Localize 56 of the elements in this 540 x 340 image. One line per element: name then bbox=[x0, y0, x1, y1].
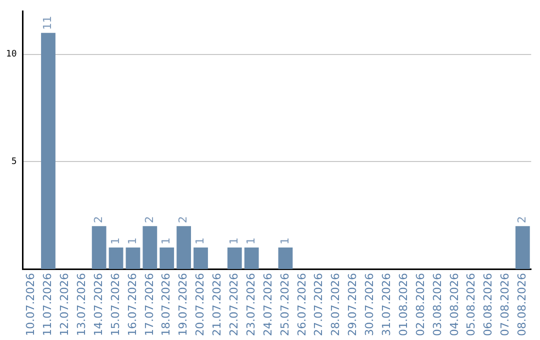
x-tick-label: 06.08.2026 bbox=[482, 273, 495, 336]
y-tick-label: 5 bbox=[11, 157, 17, 168]
y-tick-label: 10 bbox=[6, 50, 17, 60]
bar bbox=[108, 248, 124, 270]
x-tick-label: 19.07.2026 bbox=[176, 273, 190, 336]
x-tick-label: 21.07.2026 bbox=[210, 273, 224, 336]
x-tick-label: 08.08.2026 bbox=[516, 273, 529, 336]
data-label: 1 bbox=[194, 238, 207, 245]
data-label: 11 bbox=[41, 16, 54, 30]
x-tick-label: 24.07.2026 bbox=[261, 273, 274, 336]
data-label: 2 bbox=[92, 216, 105, 224]
bar bbox=[160, 248, 174, 270]
bar bbox=[92, 226, 106, 270]
x-tick-label: 30.07.2026 bbox=[363, 273, 376, 336]
x-tick-label: 27.07.2026 bbox=[312, 273, 326, 336]
x-tick-label: 18.07.2026 bbox=[160, 273, 173, 336]
bar bbox=[244, 248, 259, 270]
data-label: 1 bbox=[278, 238, 292, 245]
data-label: 2 bbox=[176, 216, 190, 224]
bar bbox=[142, 226, 158, 270]
x-tick-label: 03.08.2026 bbox=[430, 273, 444, 336]
bar bbox=[194, 248, 208, 270]
x-tick-label: 12.07.2026 bbox=[58, 273, 72, 336]
data-label: 2 bbox=[142, 216, 156, 224]
x-tick-label: 11.07.2026 bbox=[41, 273, 54, 336]
x-tick-label: 31.07.2026 bbox=[380, 273, 393, 336]
x-tick-label: 26.07.2026 bbox=[295, 273, 308, 336]
x-tick-label: 22.07.2026 bbox=[227, 273, 240, 336]
x-tick-label: 07.08.2026 bbox=[498, 273, 512, 336]
x-tick-label: 29.07.2026 bbox=[346, 273, 360, 336]
x-tick-label: 28.07.2026 bbox=[329, 273, 342, 336]
data-label: 2 bbox=[516, 216, 529, 224]
x-tick-label: 16.07.2026 bbox=[126, 273, 139, 336]
bar bbox=[41, 32, 56, 270]
data-label: 1 bbox=[108, 238, 122, 245]
x-tick-label: 25.07.2026 bbox=[278, 273, 292, 336]
x-tick-label: 15.07.2026 bbox=[108, 273, 122, 336]
x-tick-label: 14.07.2026 bbox=[92, 273, 105, 336]
x-tick-label: 05.08.2026 bbox=[464, 273, 478, 336]
x-tick-label: 17.07.2026 bbox=[142, 273, 156, 336]
bar bbox=[176, 226, 191, 270]
data-label: 1 bbox=[160, 238, 173, 245]
data-label: 1 bbox=[126, 238, 139, 245]
x-tick-label: 02.08.2026 bbox=[414, 273, 427, 336]
data-label: 1 bbox=[227, 238, 240, 245]
bar bbox=[515, 226, 530, 270]
bar bbox=[126, 248, 140, 270]
x-tick-label: 10.07.2026 bbox=[24, 273, 38, 336]
x-tick-label: 23.07.2026 bbox=[244, 273, 258, 336]
bar bbox=[278, 248, 293, 270]
bar bbox=[227, 248, 242, 270]
x-tick-label: 01.08.2026 bbox=[396, 273, 410, 336]
x-tick-label: 20.07.2026 bbox=[194, 273, 207, 336]
x-tick-label: 04.08.2026 bbox=[448, 273, 461, 336]
x-tick-label: 13.07.2026 bbox=[75, 273, 88, 336]
data-label: 1 bbox=[244, 238, 258, 245]
